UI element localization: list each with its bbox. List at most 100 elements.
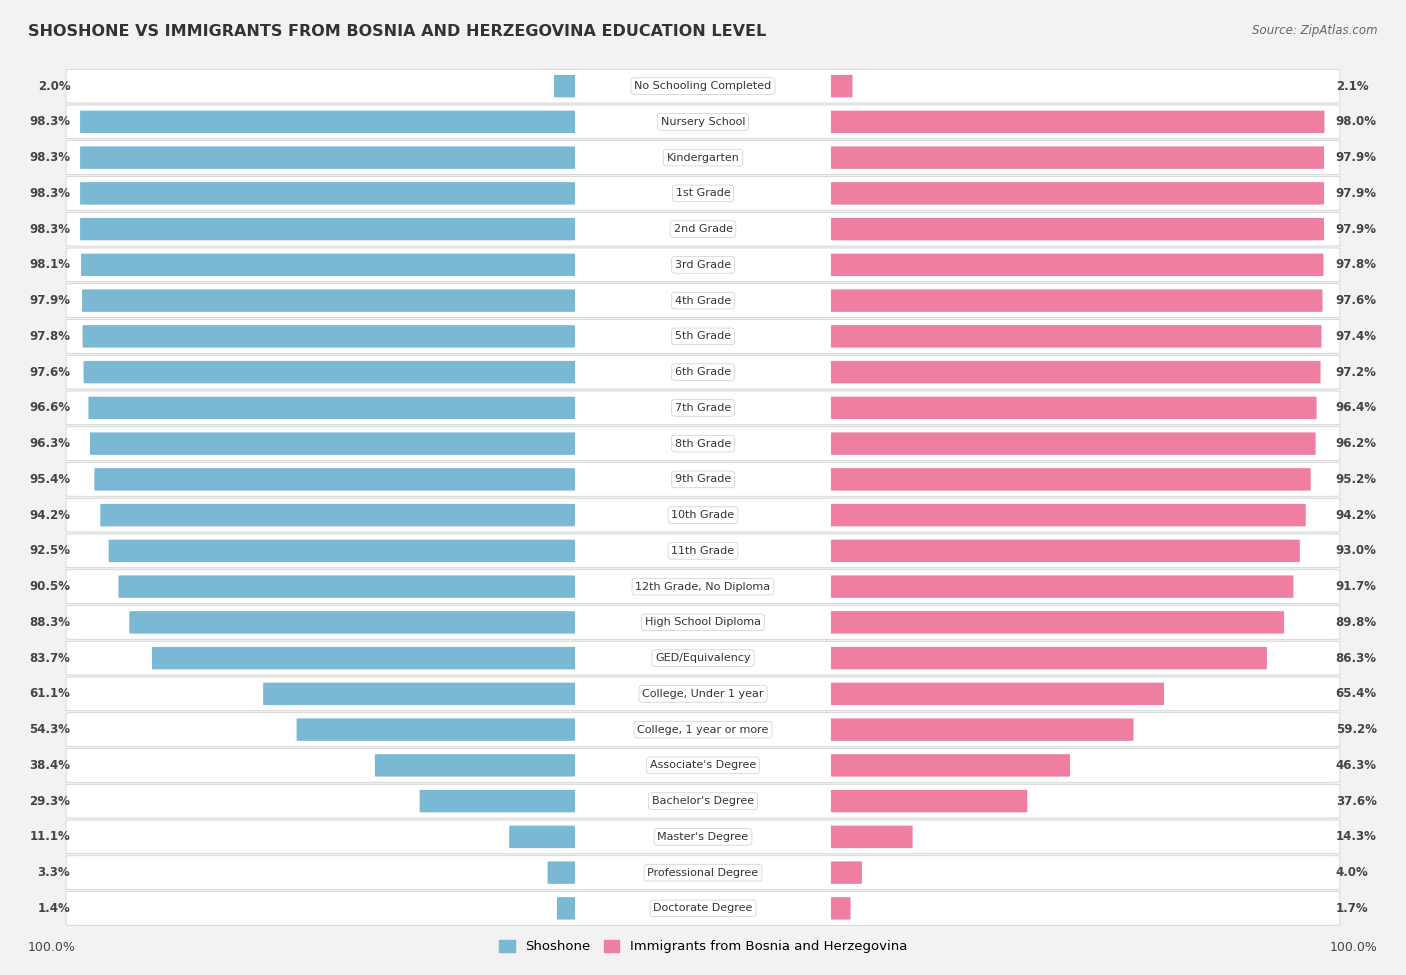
FancyBboxPatch shape <box>831 611 1284 634</box>
Text: 3rd Grade: 3rd Grade <box>675 260 731 270</box>
FancyBboxPatch shape <box>831 897 851 919</box>
Text: 97.9%: 97.9% <box>1336 187 1376 200</box>
Legend: Shoshone, Immigrants from Bosnia and Herzegovina: Shoshone, Immigrants from Bosnia and Her… <box>494 935 912 958</box>
FancyBboxPatch shape <box>831 468 1310 490</box>
FancyBboxPatch shape <box>82 290 575 312</box>
Text: Professional Degree: Professional Degree <box>647 868 759 878</box>
FancyBboxPatch shape <box>831 432 1316 455</box>
Text: 65.4%: 65.4% <box>1336 687 1376 700</box>
Text: 4th Grade: 4th Grade <box>675 295 731 305</box>
Text: 9th Grade: 9th Grade <box>675 475 731 485</box>
Text: High School Diploma: High School Diploma <box>645 617 761 627</box>
Text: 38.4%: 38.4% <box>30 759 70 772</box>
Text: 2.1%: 2.1% <box>1336 80 1368 93</box>
FancyBboxPatch shape <box>554 75 575 98</box>
Text: Bachelor's Degree: Bachelor's Degree <box>652 797 754 806</box>
Text: 5th Grade: 5th Grade <box>675 332 731 341</box>
Text: 59.2%: 59.2% <box>1336 723 1376 736</box>
FancyBboxPatch shape <box>831 754 1070 777</box>
Text: 98.0%: 98.0% <box>1336 115 1376 129</box>
FancyBboxPatch shape <box>118 575 575 598</box>
FancyBboxPatch shape <box>66 213 1340 246</box>
Text: 8th Grade: 8th Grade <box>675 439 731 448</box>
Text: College, Under 1 year: College, Under 1 year <box>643 689 763 699</box>
FancyBboxPatch shape <box>831 290 1323 312</box>
Text: 96.2%: 96.2% <box>1336 437 1376 450</box>
FancyBboxPatch shape <box>66 320 1340 353</box>
FancyBboxPatch shape <box>66 820 1340 854</box>
Text: 97.4%: 97.4% <box>1336 330 1376 343</box>
FancyBboxPatch shape <box>66 498 1340 532</box>
FancyBboxPatch shape <box>66 605 1340 640</box>
Text: 89.8%: 89.8% <box>1336 616 1376 629</box>
Text: 98.3%: 98.3% <box>30 222 70 236</box>
Text: 95.4%: 95.4% <box>30 473 70 486</box>
FancyBboxPatch shape <box>297 719 575 741</box>
FancyBboxPatch shape <box>831 504 1306 526</box>
FancyBboxPatch shape <box>263 682 575 705</box>
Text: 14.3%: 14.3% <box>1336 831 1376 843</box>
Text: 1.7%: 1.7% <box>1336 902 1368 915</box>
FancyBboxPatch shape <box>831 539 1299 563</box>
Text: 97.9%: 97.9% <box>1336 151 1376 164</box>
Text: 29.3%: 29.3% <box>30 795 70 807</box>
Text: 86.3%: 86.3% <box>1336 651 1376 665</box>
FancyBboxPatch shape <box>66 462 1340 496</box>
FancyBboxPatch shape <box>80 146 575 169</box>
Text: SHOSHONE VS IMMIGRANTS FROM BOSNIA AND HERZEGOVINA EDUCATION LEVEL: SHOSHONE VS IMMIGRANTS FROM BOSNIA AND H… <box>28 24 766 39</box>
FancyBboxPatch shape <box>66 642 1340 675</box>
FancyBboxPatch shape <box>419 790 575 812</box>
FancyBboxPatch shape <box>66 749 1340 782</box>
Text: 91.7%: 91.7% <box>1336 580 1376 593</box>
Text: Source: ZipAtlas.com: Source: ZipAtlas.com <box>1253 24 1378 37</box>
FancyBboxPatch shape <box>557 897 575 919</box>
FancyBboxPatch shape <box>831 682 1164 705</box>
Text: No Schooling Completed: No Schooling Completed <box>634 81 772 91</box>
FancyBboxPatch shape <box>66 248 1340 282</box>
Text: 98.3%: 98.3% <box>30 187 70 200</box>
FancyBboxPatch shape <box>94 468 575 490</box>
Text: 37.6%: 37.6% <box>1336 795 1376 807</box>
Text: 11.1%: 11.1% <box>30 831 70 843</box>
FancyBboxPatch shape <box>108 539 575 563</box>
FancyBboxPatch shape <box>831 861 862 884</box>
Text: 7th Grade: 7th Grade <box>675 403 731 412</box>
Text: Master's Degree: Master's Degree <box>658 832 748 841</box>
FancyBboxPatch shape <box>66 355 1340 389</box>
Text: 98.3%: 98.3% <box>30 115 70 129</box>
Text: 10th Grade: 10th Grade <box>672 510 734 520</box>
Text: 2nd Grade: 2nd Grade <box>673 224 733 234</box>
FancyBboxPatch shape <box>831 646 1267 670</box>
Text: 61.1%: 61.1% <box>30 687 70 700</box>
FancyBboxPatch shape <box>831 826 912 848</box>
Text: 3.3%: 3.3% <box>38 866 70 879</box>
Text: 46.3%: 46.3% <box>1336 759 1376 772</box>
Text: 92.5%: 92.5% <box>30 544 70 558</box>
FancyBboxPatch shape <box>66 569 1340 604</box>
FancyBboxPatch shape <box>831 146 1324 169</box>
FancyBboxPatch shape <box>375 754 575 777</box>
Text: 98.3%: 98.3% <box>30 151 70 164</box>
FancyBboxPatch shape <box>152 646 575 670</box>
FancyBboxPatch shape <box>831 217 1324 241</box>
FancyBboxPatch shape <box>66 284 1340 318</box>
FancyBboxPatch shape <box>509 826 575 848</box>
Text: 97.6%: 97.6% <box>30 366 70 378</box>
FancyBboxPatch shape <box>80 182 575 205</box>
FancyBboxPatch shape <box>66 391 1340 425</box>
Text: 98.1%: 98.1% <box>30 258 70 271</box>
Text: Kindergarten: Kindergarten <box>666 153 740 163</box>
Text: 4.0%: 4.0% <box>1336 866 1368 879</box>
Text: 96.3%: 96.3% <box>30 437 70 450</box>
Text: 88.3%: 88.3% <box>30 616 70 629</box>
FancyBboxPatch shape <box>831 719 1133 741</box>
Text: 97.9%: 97.9% <box>1336 222 1376 236</box>
Text: GED/Equivalency: GED/Equivalency <box>655 653 751 663</box>
FancyBboxPatch shape <box>83 325 575 348</box>
FancyBboxPatch shape <box>66 713 1340 747</box>
FancyBboxPatch shape <box>83 361 575 383</box>
Text: 96.4%: 96.4% <box>1336 402 1376 414</box>
FancyBboxPatch shape <box>82 254 575 276</box>
Text: 1.4%: 1.4% <box>38 902 70 915</box>
Text: 54.3%: 54.3% <box>30 723 70 736</box>
